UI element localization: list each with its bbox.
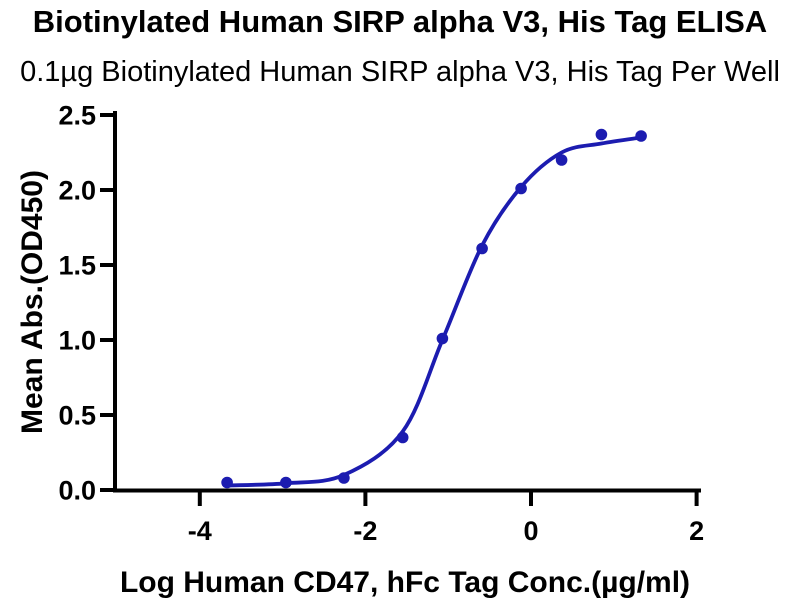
data-point	[595, 128, 608, 141]
chart-title: Biotinylated Human SIRP alpha V3, His Ta…	[32, 4, 768, 39]
y-tick-label: 0.5	[58, 401, 96, 431]
data-point	[635, 130, 647, 142]
data-point	[338, 472, 350, 484]
y-tick-label: 0.0	[58, 476, 96, 506]
x-axis-label: Log Human CD47, hFc Tag Conc.(µg/ml)	[119, 566, 691, 599]
data-point	[476, 242, 488, 255]
x-tick-label: -4	[188, 516, 212, 546]
data-point	[396, 431, 409, 444]
data-point	[436, 332, 449, 345]
data-point	[515, 182, 527, 195]
data-point	[555, 154, 568, 166]
data-point	[280, 476, 292, 489]
fit-curve	[225, 135, 643, 488]
x-tick-label: 0	[523, 516, 538, 546]
chart-subtitle: 0.1µg Biotinylated Human SIRP alpha V3, …	[20, 56, 780, 88]
data-point	[221, 476, 233, 489]
x-tick-label: 2	[689, 516, 704, 546]
y-tick-label: 2.5	[58, 101, 96, 131]
y-tick-label: 2.0	[58, 176, 96, 206]
x-tick-label: -2	[353, 516, 377, 546]
y-tick-label: 1.5	[58, 251, 96, 281]
y-tick-label: 1.0	[58, 326, 96, 356]
